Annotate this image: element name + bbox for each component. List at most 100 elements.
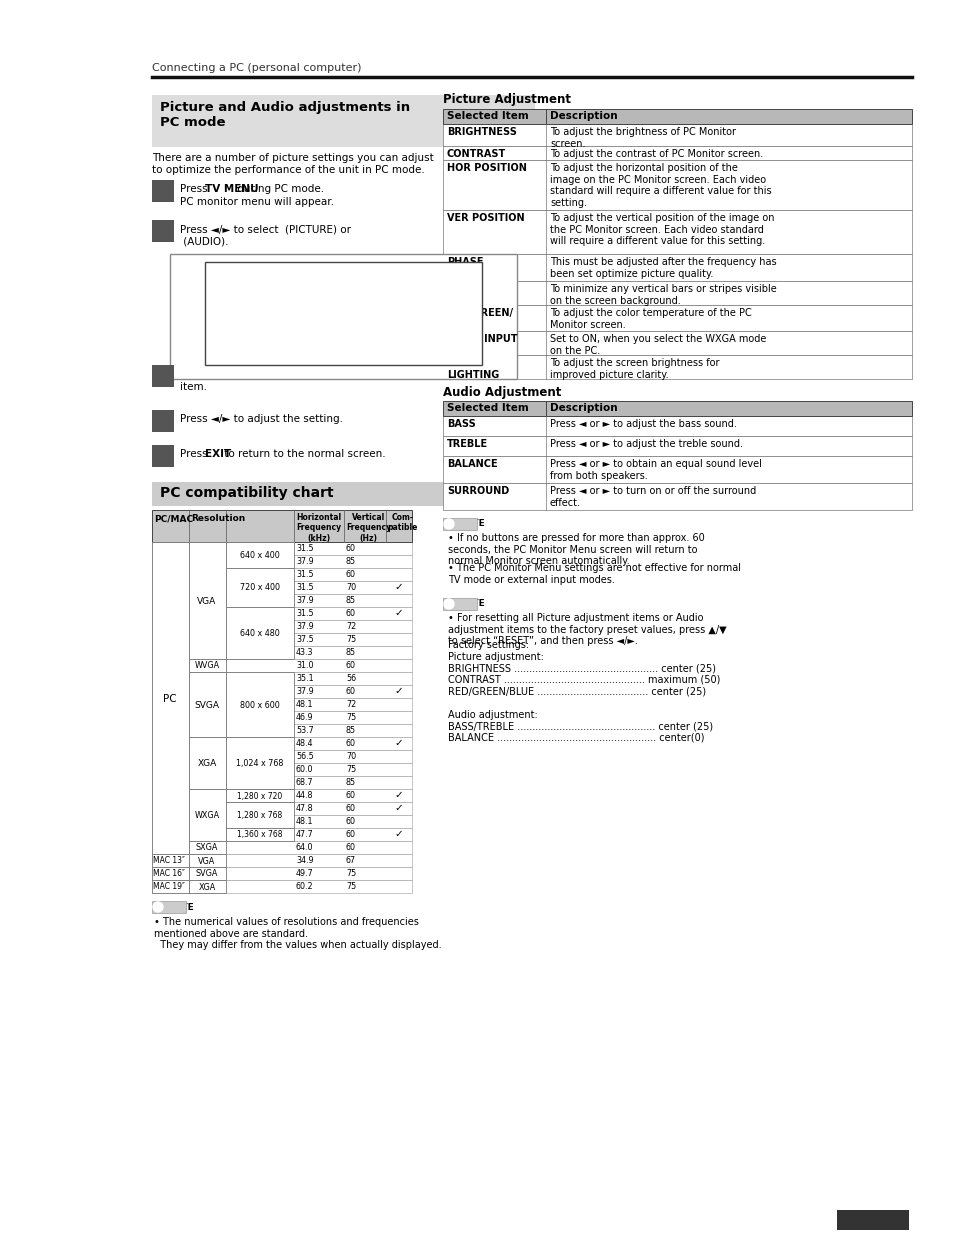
Text: 60: 60 xyxy=(346,844,355,852)
Text: 35.1: 35.1 xyxy=(295,674,314,683)
Text: 640 x 480: 640 x 480 xyxy=(240,629,279,638)
Text: 60: 60 xyxy=(346,830,355,839)
Text: To minimize any vertical bars or stripes visible
on the screen background.: To minimize any vertical bars or stripes… xyxy=(550,284,776,305)
Text: 53.7: 53.7 xyxy=(295,726,314,735)
Text: MAC 19″: MAC 19″ xyxy=(152,882,185,890)
Text: PICTURE: PICTURE xyxy=(321,275,364,285)
Text: 56: 56 xyxy=(346,674,355,683)
Text: Ⓔ - 35: Ⓔ - 35 xyxy=(855,1212,889,1221)
Text: Connecting a PC (personal computer): Connecting a PC (personal computer) xyxy=(152,63,361,73)
Text: Press ◄ or ► to adjust the bass sound.: Press ◄ or ► to adjust the bass sound. xyxy=(550,419,736,429)
Text: N: N xyxy=(155,902,161,908)
Bar xyxy=(442,282,911,305)
Text: ✓: ✓ xyxy=(394,685,402,697)
Bar xyxy=(152,568,412,580)
Text: 5: 5 xyxy=(158,448,168,462)
Bar xyxy=(152,853,189,867)
Text: CONTRAST: CONTRAST xyxy=(209,298,248,304)
Text: 85: 85 xyxy=(346,778,355,787)
Text: RED/GREEN/
BLUE: RED/GREEN/ BLUE xyxy=(447,308,513,330)
Text: 56.5: 56.5 xyxy=(295,752,314,761)
Text: Picture and Audio adjustments in
PC mode: Picture and Audio adjustments in PC mode xyxy=(160,101,410,128)
Text: Press ◄ or ► to obtain an equal sound level
from both speakers.: Press ◄ or ► to obtain an equal sound le… xyxy=(550,459,761,480)
Bar xyxy=(152,698,412,711)
Text: to return to the normal screen.: to return to the normal screen. xyxy=(221,450,386,459)
Text: Press: Press xyxy=(180,450,211,459)
Text: 72: 72 xyxy=(346,700,355,709)
Text: N: N xyxy=(446,599,452,605)
Bar xyxy=(152,366,173,387)
Text: Selected Item: Selected Item xyxy=(447,403,528,412)
Text: To adjust the screen brightness for
improved picture clarity.: To adjust the screen brightness for impr… xyxy=(550,358,719,379)
Bar xyxy=(226,827,294,841)
Text: 47.8: 47.8 xyxy=(295,804,314,813)
Text: 85: 85 xyxy=(346,557,355,566)
Bar xyxy=(442,598,476,610)
Text: 31.0: 31.0 xyxy=(295,661,314,671)
Bar xyxy=(152,95,535,147)
Text: Description: Description xyxy=(550,111,617,121)
Text: BRIGHTNESS: BRIGHTNESS xyxy=(447,127,517,137)
Text: ◄►:ADJUST: ◄►:ADJUST xyxy=(343,353,381,359)
Bar xyxy=(152,881,412,893)
Text: WVGA: WVGA xyxy=(194,662,219,671)
Text: 60: 60 xyxy=(346,543,355,553)
Text: HOR POSITION: HOR POSITION xyxy=(209,308,261,314)
Text: NOTE: NOTE xyxy=(456,599,484,609)
Bar xyxy=(189,789,226,841)
Text: item.: item. xyxy=(180,382,207,391)
Bar xyxy=(836,1210,908,1230)
Text: 60: 60 xyxy=(346,661,355,671)
Text: Picture Adjustment: Picture Adjustment xyxy=(442,93,571,106)
Text: 31.5: 31.5 xyxy=(295,609,314,618)
Text: PHASE: PHASE xyxy=(447,257,483,267)
Text: Set to ON, when you select the WXGA mode
on the PC.: Set to ON, when you select the WXGA mode… xyxy=(550,333,765,356)
Bar xyxy=(170,254,517,379)
Text: 640 x 400: 640 x 400 xyxy=(240,551,279,559)
Text: SVGA: SVGA xyxy=(195,869,218,878)
Text: 85: 85 xyxy=(346,726,355,735)
Bar xyxy=(226,606,294,659)
Text: during PC mode.: during PC mode. xyxy=(233,184,324,194)
Text: Resolution: Resolution xyxy=(191,514,245,522)
Bar xyxy=(226,737,294,789)
Bar xyxy=(152,445,173,467)
Text: PC compatibility chart: PC compatibility chart xyxy=(160,487,334,500)
Bar xyxy=(152,646,412,659)
Text: 75: 75 xyxy=(346,869,355,878)
Bar xyxy=(152,827,412,841)
Bar xyxy=(442,401,911,416)
Text: N: N xyxy=(446,519,452,525)
Bar xyxy=(152,763,412,776)
Text: 1,280 x 768: 1,280 x 768 xyxy=(237,811,282,820)
Circle shape xyxy=(443,599,454,609)
Text: 31.5: 31.5 xyxy=(295,571,314,579)
Text: 0: 0 xyxy=(459,338,463,345)
Text: 37.9: 37.9 xyxy=(295,557,314,566)
Text: XGA: XGA xyxy=(198,883,215,892)
Bar xyxy=(442,331,911,354)
Bar xyxy=(152,802,412,815)
Bar xyxy=(152,659,412,672)
Text: 60: 60 xyxy=(346,687,355,697)
Text: MAC 16″: MAC 16″ xyxy=(152,869,185,878)
Bar xyxy=(442,305,911,331)
Text: 1,024 x 768: 1,024 x 768 xyxy=(236,760,283,768)
Text: 64.0: 64.0 xyxy=(295,844,314,852)
Bar xyxy=(152,620,412,634)
Bar xyxy=(152,737,412,750)
Text: 48.4: 48.4 xyxy=(295,739,314,748)
Bar xyxy=(152,542,189,853)
Text: XGA: XGA xyxy=(197,760,216,768)
Text: SVGA: SVGA xyxy=(194,700,219,709)
Text: 800 x 600: 800 x 600 xyxy=(240,700,279,709)
Text: Press: Press xyxy=(180,184,211,194)
Text: To adjust the brightness of PC Monitor
screen.: To adjust the brightness of PC Monitor s… xyxy=(550,127,735,148)
Bar xyxy=(152,815,412,827)
Text: NOTE: NOTE xyxy=(166,903,193,911)
Text: Factory settings:
Picture adjustment:
BRIGHTNESS ...............................: Factory settings: Picture adjustment: BR… xyxy=(448,640,720,742)
Text: PC monitor menu will appear.: PC monitor menu will appear. xyxy=(180,198,334,207)
Text: MAC 13″: MAC 13″ xyxy=(152,856,185,864)
Text: 72: 72 xyxy=(346,622,355,631)
Text: 44.8: 44.8 xyxy=(295,790,314,800)
